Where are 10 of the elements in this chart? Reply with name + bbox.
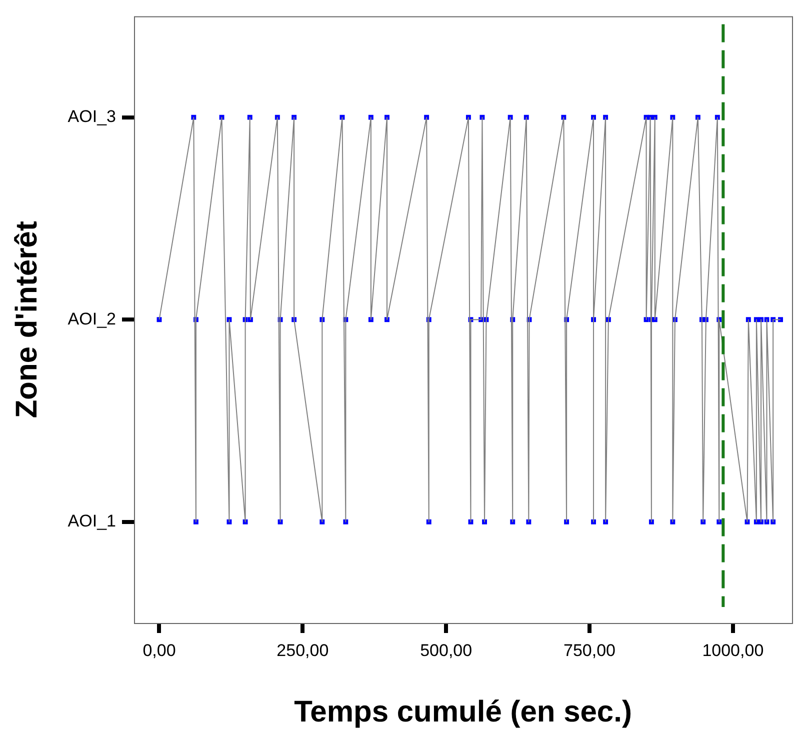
x-axis-title: Temps cumulé (en sec.) (294, 695, 632, 728)
y-axis-title: Zone d'intérêt (10, 221, 44, 418)
x-tick-label: 500,00 (420, 640, 472, 660)
y-tick-label: AOI_2 (68, 309, 116, 328)
x-tick-label: 1000,00 (702, 640, 764, 660)
x-tick-label: 250,00 (276, 640, 329, 660)
x-tick-label: 750,00 (563, 640, 616, 660)
x-tick-label: 0,00 (142, 640, 176, 660)
y-tick-label: AOI_3 (68, 107, 116, 126)
y-tick-label: AOI_1 (68, 512, 116, 531)
